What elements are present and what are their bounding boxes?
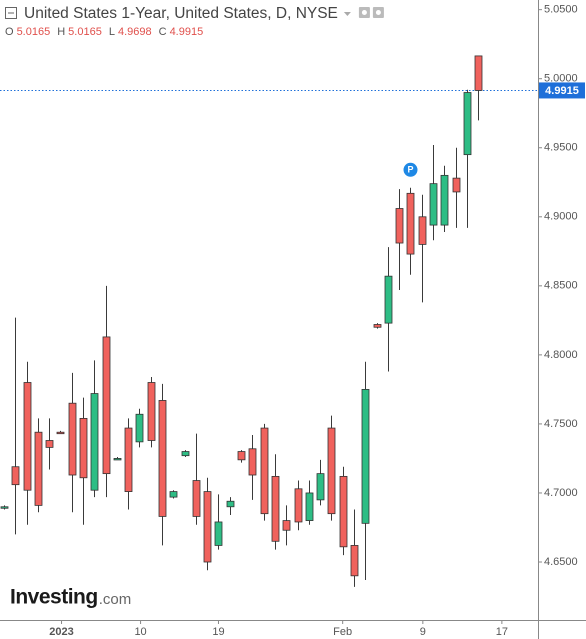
ohlc-key: H: [57, 26, 65, 38]
candle-body: [79, 417, 88, 479]
x-tick-label: Feb: [333, 626, 352, 638]
candle-body: [23, 382, 32, 491]
y-tick-label: 4.7500: [544, 418, 578, 430]
candle-body: [463, 92, 472, 156]
candle-body: [373, 324, 382, 328]
dropdown-arrow: [343, 12, 351, 16]
candle-body: [90, 393, 99, 491]
x-tick-label: 10: [134, 626, 146, 638]
last-price-label: 4.9915: [545, 85, 579, 97]
candle-body: [452, 177, 461, 193]
candle-body: [158, 400, 167, 517]
candle-body: [203, 491, 212, 563]
watermark-brand: Investing: [10, 586, 98, 609]
gear-icon-dot: [375, 10, 381, 15]
candle-body: [350, 545, 359, 577]
annotation-marker: [403, 162, 418, 177]
candle-body: [237, 451, 246, 461]
candle-body: [282, 520, 291, 531]
candle-body: [135, 413, 144, 443]
candle-body: [45, 440, 54, 448]
y-tick-label: 5.0500: [544, 4, 578, 16]
annotation-label: P: [407, 165, 413, 175]
x-tick-label: 9: [420, 626, 426, 638]
x-tick-label: 19: [212, 626, 224, 638]
ohlc-key: L: [109, 26, 115, 38]
candle-body: [316, 473, 325, 501]
collapse-icon[interactable]: [5, 7, 17, 19]
y-tick-label: 4.6500: [544, 556, 578, 568]
header-icons: [343, 7, 384, 18]
y-tick-label: 5.0000: [544, 73, 578, 85]
x-tick-label: 2023: [49, 626, 73, 638]
candle-body: [294, 488, 303, 523]
ohlc-value: 4.9698: [118, 26, 152, 38]
candle-body: [214, 521, 223, 546]
candle-body: [113, 458, 122, 461]
candle-body: [34, 431, 43, 506]
candle-body: [339, 475, 348, 548]
ohlc-value: 4.9915: [170, 26, 204, 38]
y-tick-label: 4.7000: [544, 487, 578, 499]
y-tick-label: 4.8000: [544, 349, 578, 361]
candle-body: [169, 491, 178, 498]
candle-body: [124, 427, 133, 492]
x-tick-label: 17: [496, 626, 508, 638]
last-price-box: [539, 82, 585, 99]
candle-body: [305, 492, 314, 521]
candle-body: [474, 55, 483, 91]
candle-body: [271, 475, 280, 542]
candle-body: [192, 480, 201, 517]
candle-body: [384, 275, 393, 324]
candle-body: [0, 506, 9, 509]
candle-body: [56, 431, 65, 435]
candle-body: [327, 427, 336, 515]
ohlc-value: 5.0165: [17, 26, 51, 38]
ohlc-value: 5.0165: [68, 26, 102, 38]
chart-title: United States 1-Year, United States, D, …: [24, 5, 338, 22]
watermark-suffix: .com: [99, 591, 132, 608]
candle-body: [181, 451, 190, 457]
candle-body: [248, 448, 257, 476]
candle-body: [361, 388, 370, 524]
candle-body: [226, 500, 235, 508]
settings-icon-dot: [361, 10, 367, 15]
candle-body: [395, 208, 404, 244]
candle-body: [102, 336, 111, 475]
y-tick-label: 4.8500: [544, 280, 578, 292]
candle-body: [406, 192, 415, 255]
ohlc-header: O 5.0165 H 5.0165 L 4.9698 C 4.9915: [5, 26, 203, 38]
candle-body: [147, 382, 156, 441]
ohlc-key: C: [159, 26, 167, 38]
candle-body: [11, 466, 20, 486]
candle-body: [440, 174, 449, 226]
candle-body: [260, 427, 269, 515]
axes-layer: 4.6500 4.7000 4.7500 4.8000 4.8500 4.9000 4.95…: [49, 4, 585, 638]
marks-layer: P: [0, 55, 538, 587]
y-tick-label: 4.9500: [544, 142, 578, 154]
ohlc-key: O: [5, 26, 14, 38]
candle-body: [418, 216, 427, 245]
candle-body: [429, 183, 438, 226]
candle-body: [68, 402, 77, 476]
y-tick-label: 4.9000: [544, 211, 578, 223]
